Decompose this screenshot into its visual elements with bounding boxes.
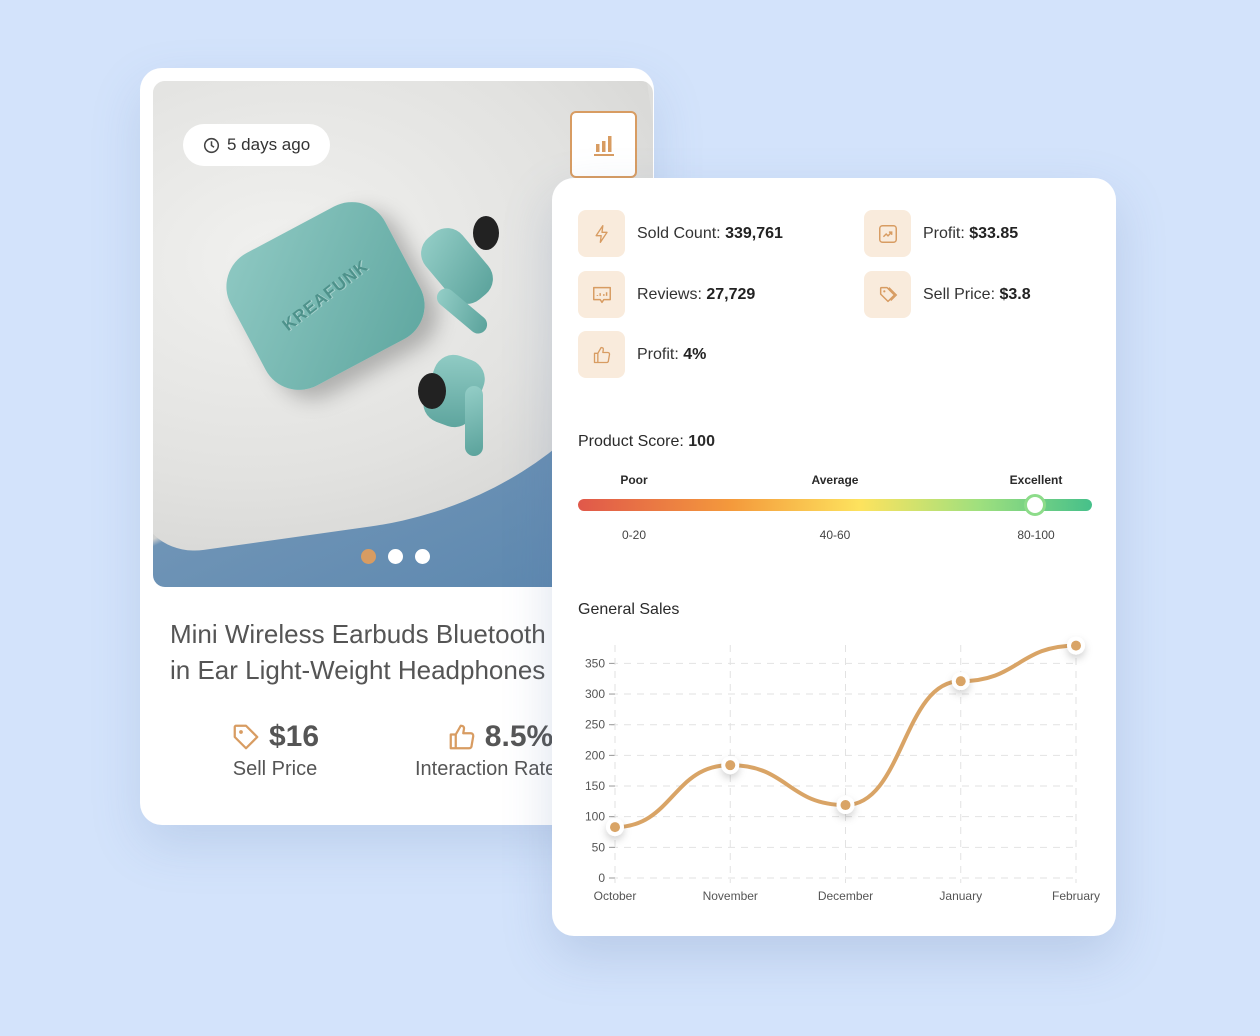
y-tick-label: 300 [585,687,605,701]
y-tick-label: 200 [585,748,605,762]
thumbs-up-icon [449,724,475,750]
product-score: Product Score: 100 [578,433,715,450]
stat-sold-count: Sold Count: 339,761 [578,210,783,257]
analytics-button[interactable] [570,111,637,178]
time-badge-text: 5 days ago [227,135,311,154]
stat-reviews: Reviews: 27,729 [578,271,755,318]
score-gradient-bar [578,494,1092,516]
x-tick-label: December [818,889,873,903]
thumbs-up-icon [593,346,610,363]
carousel-dots [361,549,430,564]
lightning-icon [595,224,608,243]
stat-sell-price: Sell Price: $3.8 [864,271,1031,318]
sell-price-metric: $16 Sell Price [232,720,320,780]
chat-chart-icon [592,286,611,303]
trending-up-icon [878,224,897,243]
score-level-poor: Poor [620,473,648,487]
x-tick-label: January [939,889,982,903]
y-tick-label: 150 [585,779,605,793]
carousel-dot[interactable] [361,549,376,564]
score-range: 80-100 [1017,528,1055,542]
product-title: Mini Wireless Earbuds Bluetooth in Ear L… [170,619,546,685]
score-range: 0-20 [621,528,647,542]
sales-line-chart: 0 50 100 150 200 250 300 350 October November Dece… [585,636,1100,903]
score-range: 40-60 [819,528,851,542]
data-point [1071,640,1081,651]
y-tick-label: 350 [585,656,605,670]
x-tick-label: November [703,889,758,903]
data-point [840,800,851,811]
time-badge: 5 days ago [183,124,331,166]
tag-icon [879,286,897,302]
carousel-dot[interactable] [415,549,430,564]
interaction-rate-metric: 8.5% Interaction Rate [415,720,557,780]
y-tick-label: 250 [585,718,605,732]
case-brand-text: KREAFUNK [278,256,372,335]
data-point [955,676,966,687]
x-tick-label: February [1052,889,1100,903]
y-tick-label: 0 [598,871,605,885]
y-tick-label: 100 [585,810,605,824]
data-point [725,760,736,771]
y-tick-label: 50 [592,840,606,854]
data-point [610,822,620,833]
clock-icon [203,137,220,153]
bar-chart-icon [593,135,614,156]
score-marker [1024,494,1047,516]
score-level-excellent: Excellent [1009,473,1063,487]
carousel-dot[interactable] [388,549,403,564]
x-tick-label: October [594,889,637,903]
chart-title: General Sales [578,601,680,618]
analytics-panel: Sold Count: 339,761 Profit: $33.85 Revie… [552,178,1116,936]
stat-profit-percent: Profit: 4% [578,331,706,378]
score-level-average: Average [811,473,859,487]
stat-profit: Profit: $33.85 [864,210,1018,257]
tag-icon [233,724,259,750]
